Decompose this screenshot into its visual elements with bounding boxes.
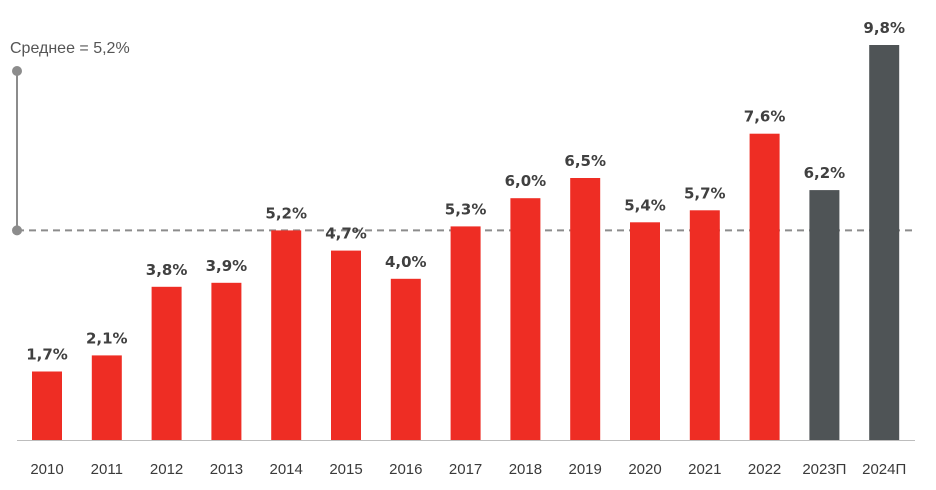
value-label-2023П: 6,2% [804, 164, 846, 182]
value-label-2017: 5,3% [445, 200, 487, 218]
value-label-2011: 2,1% [86, 329, 128, 347]
value-label-2013: 3,9% [206, 257, 248, 275]
value-labels-group: 1,7% 2,1% 3,8% 3,9% 5,2% 4,7% 4,0% 5,3% 6,0% 6,5%… [26, 19, 905, 364]
value-label-2015: 4,7% [325, 225, 367, 243]
x-tick-label-2016: 2016 [389, 461, 422, 478]
bar-2022 [749, 133, 780, 440]
value-label-2010: 1,7% [26, 346, 68, 364]
bar-2013 [211, 282, 242, 440]
x-tick-label-2013: 2013 [210, 461, 243, 478]
x-tick-label-2014: 2014 [270, 461, 303, 478]
bar-2014 [271, 230, 302, 440]
bar-2021 [689, 210, 720, 440]
value-label-2016: 4,0% [385, 253, 427, 271]
average-bracket-top-dot [12, 66, 22, 76]
x-tick-label-2012: 2012 [150, 461, 183, 478]
x-tick-label-2015: 2015 [329, 461, 362, 478]
x-tick-label-2020: 2020 [628, 461, 661, 478]
x-tick-label-2019: 2019 [569, 461, 602, 478]
x-tick-label-2024П: 2024П [862, 461, 906, 478]
value-label-2018: 6,0% [505, 172, 547, 190]
value-label-2022: 7,6% [744, 108, 786, 126]
x-tick-label-2017: 2017 [449, 461, 482, 478]
value-label-2021: 5,7% [684, 184, 726, 202]
bar-2017 [450, 226, 481, 440]
bar-2015 [331, 250, 361, 440]
bar-2012 [151, 286, 182, 440]
bar-2024П [869, 45, 900, 440]
bar-2016 [390, 278, 421, 440]
average-label: Среднее = 5,2% [10, 40, 130, 57]
bar-2023П [809, 190, 840, 440]
x-tick-label-2011: 2011 [91, 461, 123, 478]
x-tick-label-2022: 2022 [748, 461, 781, 478]
bar-2011 [91, 355, 122, 440]
x-tick-label-2010: 2010 [30, 461, 63, 478]
bar-2018 [510, 198, 541, 440]
value-label-2012: 3,8% [146, 261, 188, 279]
value-label-2020: 5,4% [624, 196, 666, 214]
bar-2010 [32, 371, 62, 440]
x-tick-labels-group: 2010 2011 2012 2013 2014 2015 2016 2017 2018 2019… [30, 461, 906, 478]
bars-group [32, 45, 900, 440]
value-label-2014: 5,2% [265, 204, 307, 222]
value-label-2024П: 9,8% [863, 19, 905, 37]
bar-2020 [630, 222, 660, 440]
value-label-2019: 6,5% [564, 152, 606, 170]
bar-2019 [570, 178, 601, 440]
x-tick-label-2018: 2018 [509, 461, 542, 478]
x-tick-label-2023П: 2023П [802, 461, 846, 478]
x-tick-label-2021: 2021 [688, 461, 721, 478]
